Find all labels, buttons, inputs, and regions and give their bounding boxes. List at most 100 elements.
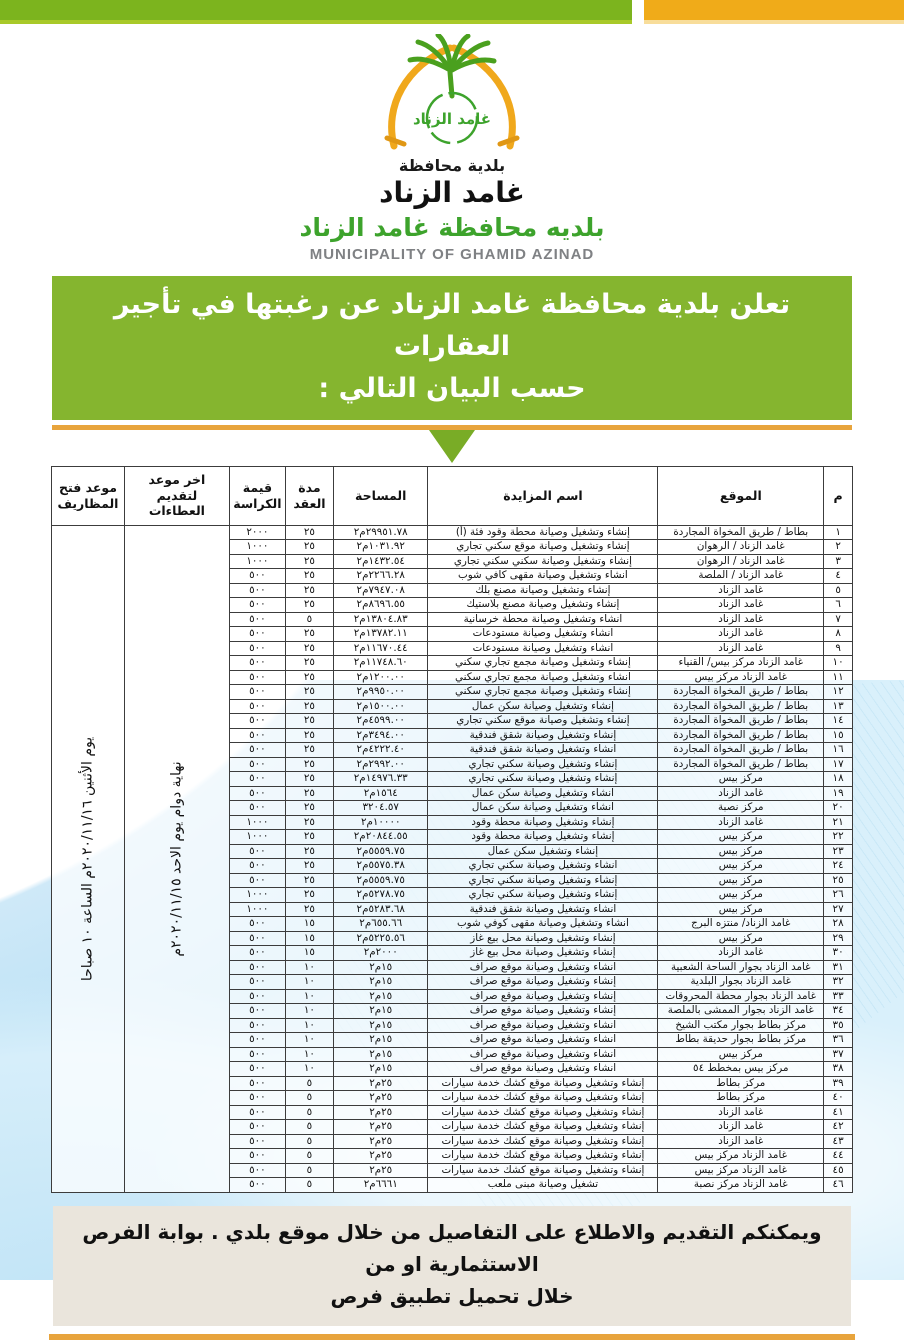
cell-location: مركز بطاط (657, 1090, 825, 1106)
table-row: ٢٢ مركز بيس إنشاء وتشغيل وصيانة محطة وقود ٢… (52, 829, 853, 845)
cell-opening-merged-text: يوم الأثنين ٢٠٢٠/١١/١٦م الساعة ١٠ صباحا (79, 736, 96, 981)
cell-auction: إنشاء وتشغيل وصيانة شقق فندقية (427, 727, 659, 744)
cell-index: ١٥ (823, 727, 853, 744)
cell-auction: إنشاء وتشغيل وصيانة مجمع تجاري سكني (427, 684, 659, 700)
cell-location: غامد الزناد (657, 814, 825, 831)
cell-auction: إنشاء وتشغيل وصيانة مصنع بلك (427, 582, 659, 599)
cell-index: ٢٢ (823, 829, 853, 845)
cell-fee: ٥٠٠ (228, 597, 286, 613)
cell-duration: ١٠ (284, 1061, 334, 1077)
cell-duration: ٢٥ (284, 785, 334, 802)
cell-index: ٢٦ (823, 887, 853, 903)
cell-location: غامد الزناد (657, 640, 825, 657)
cell-fee: ٥٠٠ (228, 1177, 286, 1193)
footer-notice-line1: ويمكنكم التقديم والاطلاع على التفاصيل من… (82, 1219, 822, 1276)
municipality-name-english: MUNICIPALITY OF GHAMID AZINAD (309, 246, 595, 263)
cell-auction: إنشاء وتشغيل وصيانة سكني تجاري (427, 771, 659, 787)
cell-index: ٢٠ (823, 800, 853, 816)
cell-area: ٥٢٨٣.٦٨م٢ (332, 901, 429, 918)
table-row: ٥ غامد الزناد إنشاء وتشغيل وصيانة مصنع بلك… (52, 582, 853, 599)
table-row: ٤٤ غامد الزناد مركز بيس إنشاء وتشغيل وصيان… (52, 1148, 853, 1164)
cell-auction: انشاء وتشغيل وصيانة محطة خرسانية (427, 611, 659, 628)
cell-duration: ٢٥ (284, 756, 334, 773)
cell-area: ١٥م٢ (332, 1032, 429, 1048)
cell-index: ١٠ (823, 655, 853, 671)
cell-area: ١٠٣١.٩٢م٢ (332, 539, 429, 555)
cell-index: ٤٢ (823, 1119, 853, 1135)
cell-location: غامد الزناد مركز بيس (657, 669, 825, 686)
logo-caption-line2: غامد الزناد (379, 176, 525, 209)
cell-location: غامد الزناد بجوار الساحة الشعبية (657, 959, 825, 976)
table-row: ١٨ مركز بيس إنشاء وتشغيل وصيانة سكني تجاري… (52, 771, 853, 787)
emblem-circle-icon (425, 91, 479, 145)
header-bid-deadline: اخر موعد لتقديم العطاءات (123, 465, 230, 526)
cell-location: غامد الزناد (657, 1133, 825, 1150)
cell-fee: ١٠٠٠ (228, 887, 286, 903)
cell-duration: ٢٥ (284, 698, 334, 715)
cell-index: ٣٥ (823, 1017, 853, 1034)
cell-fee: ١٠٠٠ (228, 901, 286, 918)
cell-location: مركز بيس (657, 843, 825, 860)
table-row: ٦ غامد الزناد إنشاء وتشغيل وصيانة مصنع بلا… (52, 597, 853, 613)
cell-index: ٢١ (823, 814, 853, 831)
header-auction-name: اسم المزايدة (427, 465, 659, 526)
cell-auction: انشاء وتشغيل وصيانة مجمع تجاري سكني (427, 669, 659, 686)
cell-index: ٣٧ (823, 1046, 853, 1063)
cell-area: ١٣٧٨٢.١١م٢ (332, 626, 429, 642)
cell-location: غامد الزناد (657, 582, 825, 599)
cell-duration: ٢٥ (284, 771, 334, 787)
cell-area: ١٥م٢ (332, 1061, 429, 1077)
cell-fee: ٥٠٠ (228, 988, 286, 1005)
table-row: ٢١ غامد الزناد إنشاء وتشغيل وصيانة محطة وق… (52, 814, 853, 831)
announcement-banner: تعلن بلدية محافظة غامد الزناد عن رغبتها … (52, 276, 852, 420)
cell-auction: انشاء وتشغيل وصيانة موقع صراف (427, 959, 659, 976)
cell-deadline-merged-text: نهاية دوام يوم الاحد ٢٠٢٠/١١/١٥م (168, 760, 185, 957)
table-row: ٤٣ غامد الزناد إنشاء وتشغيل وصيانة موقع كش… (52, 1133, 853, 1150)
cell-fee: ٥٠٠ (228, 1104, 286, 1121)
cell-location: غامد الزناد/ منتزه البرج (657, 916, 825, 932)
cell-index: ٢٧ (823, 901, 853, 918)
cell-index: ١ (823, 524, 853, 541)
cell-duration: ٢٥ (284, 829, 334, 845)
cell-duration: ٢٥ (284, 887, 334, 903)
cell-index: ٤٠ (823, 1090, 853, 1106)
cell-location: مركز بيس (657, 829, 825, 845)
top-band-green-strip (0, 20, 632, 24)
cell-index: ٣ (823, 553, 853, 570)
cell-fee: ٥٠٠ (228, 655, 286, 671)
cell-index: ٥ (823, 582, 853, 599)
cell-fee: ٥٠٠ (228, 1075, 286, 1092)
cell-fee: ٥٠٠ (228, 684, 286, 700)
cell-duration: ١٥ (284, 916, 334, 932)
cell-area: ٢٠٨٤٤.٥٥م٢ (332, 829, 429, 845)
cell-duration: ١٠ (284, 959, 334, 976)
cell-fee: ٥٠٠ (228, 1119, 286, 1135)
header-contract-duration: مدة العقد (284, 465, 334, 526)
cell-fee: ٥٠٠ (228, 771, 286, 787)
cell-location: بطاط / طريق المخواة المجاردة (657, 524, 825, 541)
table-row: ٤٠ مركز بطاط إنشاء وتشغيل وصيانة موقع كشك … (52, 1090, 853, 1106)
table-row: ٣ غامد الزناد / الرهوان إنشاء وتشغيل وصيان… (52, 553, 853, 570)
cell-index: ٣٩ (823, 1075, 853, 1092)
cell-auction: إنشاء وتشغيل سكن عمال (427, 843, 659, 860)
cell-area: ٥٢٧٨.٧٥م٢ (332, 887, 429, 903)
cell-area: ٨٦٩٦.٥٥م٢ (332, 597, 429, 613)
cell-duration: ٥ (284, 1104, 334, 1121)
cell-fee: ٥٠٠ (228, 756, 286, 773)
cell-duration: ١٠ (284, 988, 334, 1005)
cell-location: مركز بيس (657, 930, 825, 947)
cell-fee: ٥٠٠ (228, 945, 286, 961)
top-band-green (0, 0, 632, 20)
cell-location: بطاط / طريق المخواة المجاردة (657, 756, 825, 773)
cell-duration: ٢٥ (284, 742, 334, 758)
cell-index: ١٢ (823, 684, 853, 700)
cell-duration: ١٠ (284, 974, 334, 990)
cell-area: ٢٩٩٥١.٧٨م٢ (332, 524, 429, 541)
cell-area: ١٥م٢ (332, 974, 429, 990)
auction-table-body: ١ بطاط / طريق المخواة المجاردة إنشاء وتشغي… (51, 524, 853, 1193)
cell-auction: إنشاء وتشغيل وصيانة محطة وقود (427, 814, 659, 831)
table-row: ٩ غامد الزناد انشاء وتشغيل وصيانة مستودعات… (52, 640, 853, 657)
announcement-line2: حسب البيان التالي : (318, 372, 586, 404)
top-band-orange-strip (644, 20, 904, 24)
cell-auction: إنشاء وتشغيل وصيانة موقع كشك خدمة سيارات (427, 1119, 659, 1135)
